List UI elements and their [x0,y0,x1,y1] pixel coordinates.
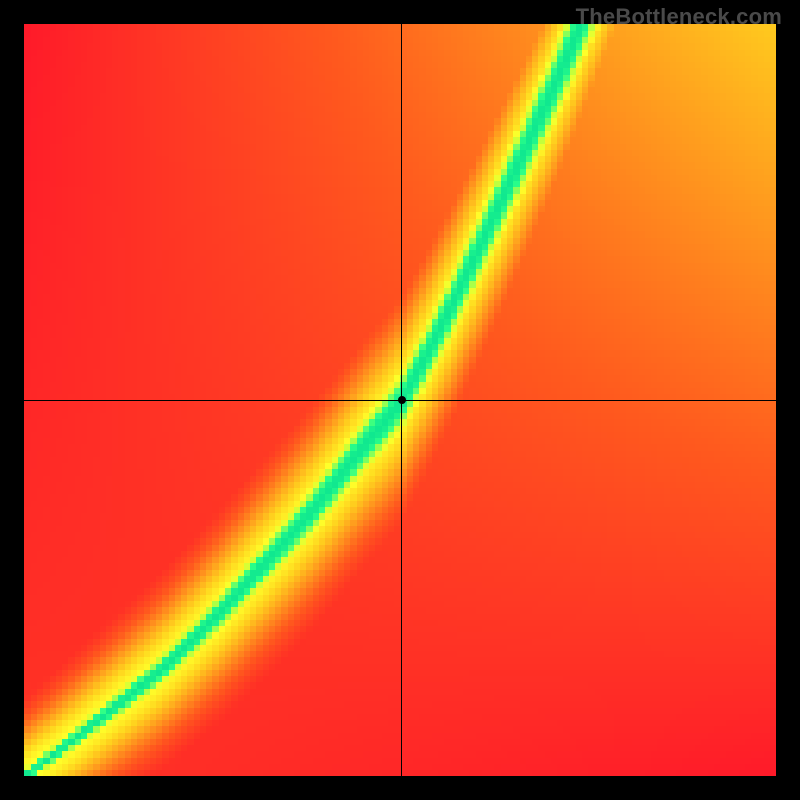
selected-point-marker [398,396,406,404]
plot-area [24,24,776,776]
watermark-text: TheBottleneck.com [576,4,782,30]
chart-container: TheBottleneck.com [0,0,800,800]
